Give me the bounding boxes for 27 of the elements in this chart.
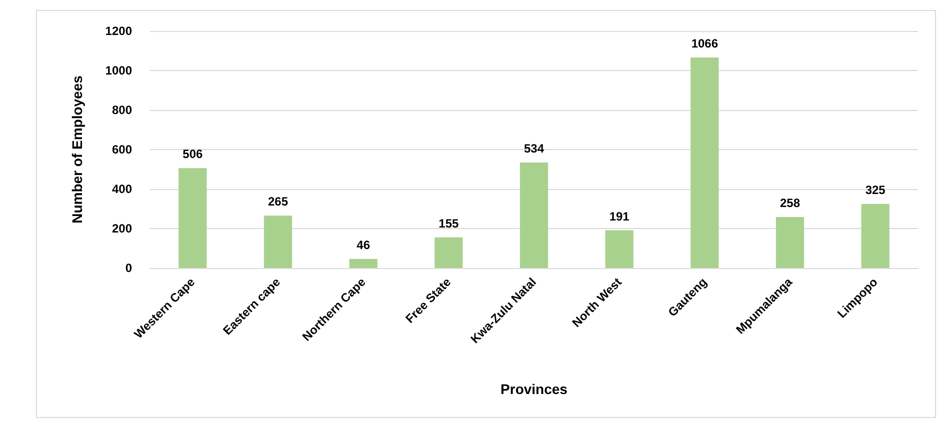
y-tick-label: 0	[125, 261, 132, 275]
data-label: 155	[438, 216, 459, 230]
data-label: 46	[356, 238, 370, 252]
data-label: 325	[865, 182, 886, 197]
y-axis-title: Number of Employees	[69, 75, 85, 224]
data-label: 534	[524, 142, 544, 156]
y-tick-label: 400	[112, 182, 132, 196]
bar	[690, 57, 719, 268]
bar	[520, 162, 548, 268]
y-tick-label: 1000	[105, 64, 132, 78]
bar	[434, 237, 463, 268]
y-tick-label: 1200	[105, 24, 132, 38]
data-label: 191	[609, 209, 630, 224]
data-label: 265	[268, 194, 288, 209]
y-tick-label: 600	[112, 142, 132, 156]
bar	[605, 230, 634, 268]
bar	[349, 258, 378, 268]
data-label: 506	[182, 147, 203, 162]
y-tick-label: 200	[112, 222, 132, 236]
data-label: 258	[780, 196, 800, 210]
bar	[264, 216, 292, 268]
bar	[861, 204, 890, 268]
data-label: 1066	[691, 36, 718, 50]
y-tick-label: 800	[112, 103, 132, 117]
bar	[178, 168, 207, 268]
bar	[776, 217, 804, 268]
x-axis-title: Provinces	[500, 381, 568, 397]
